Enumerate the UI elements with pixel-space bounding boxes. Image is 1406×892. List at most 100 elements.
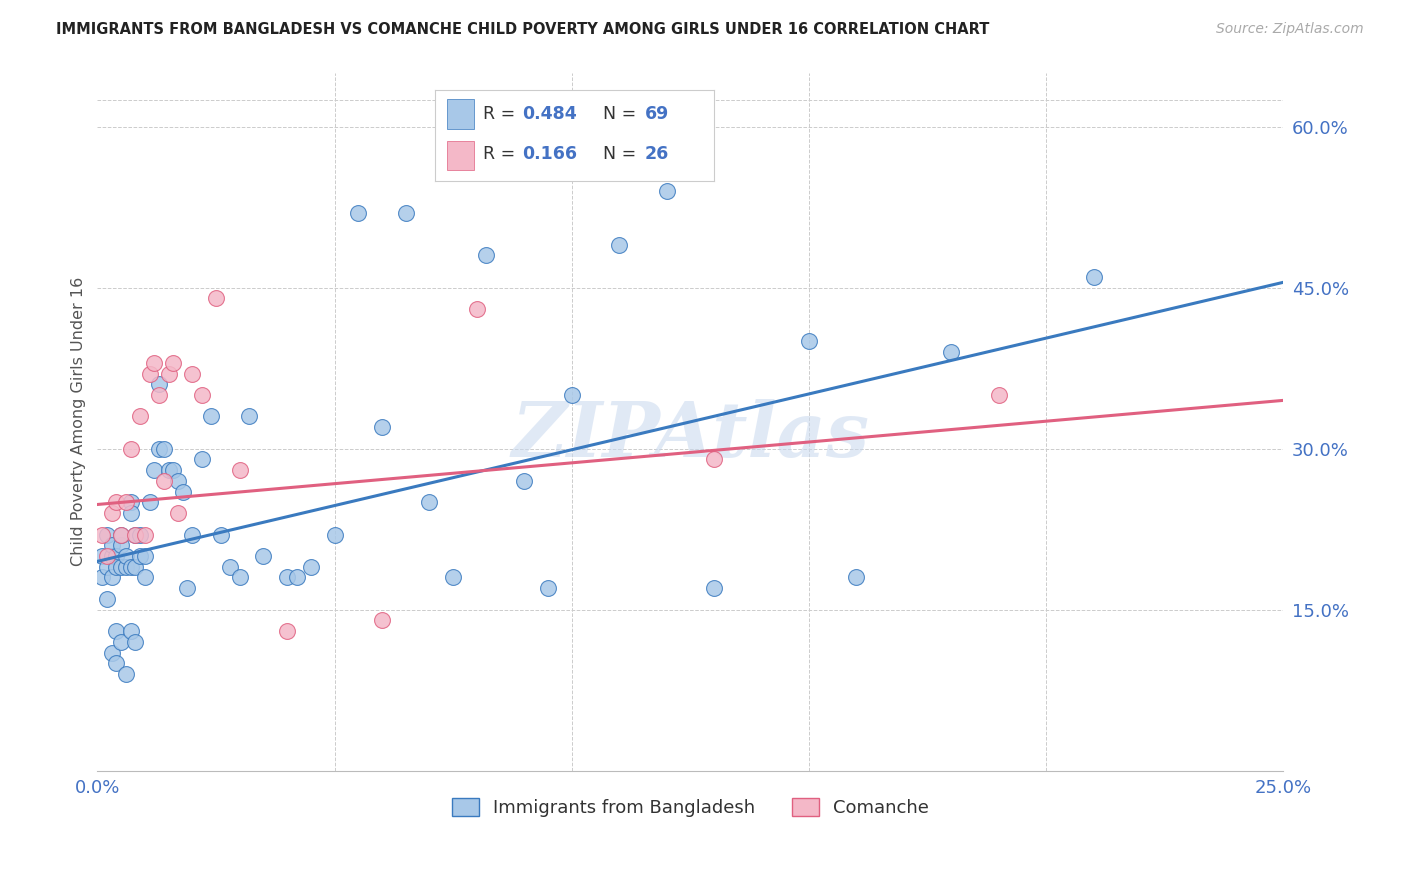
Point	[110, 635, 132, 649]
Point	[143, 356, 166, 370]
Point	[152, 474, 174, 488]
Point	[176, 581, 198, 595]
Point	[124, 635, 146, 649]
Point	[371, 614, 394, 628]
Point	[441, 570, 464, 584]
Y-axis label: Child Poverty Among Girls Under 16: Child Poverty Among Girls Under 16	[72, 277, 86, 566]
Point	[96, 527, 118, 541]
Point	[152, 442, 174, 456]
Point	[100, 646, 122, 660]
Point	[120, 495, 142, 509]
Point	[110, 527, 132, 541]
Point	[205, 292, 228, 306]
Point	[172, 484, 194, 499]
Point	[219, 559, 242, 574]
Point	[120, 559, 142, 574]
Point	[134, 570, 156, 584]
Point	[1083, 269, 1105, 284]
Point	[114, 549, 136, 563]
Point	[418, 495, 440, 509]
Point	[100, 506, 122, 520]
Legend: Immigrants from Bangladesh, Comanche: Immigrants from Bangladesh, Comanche	[444, 790, 936, 824]
Point	[323, 527, 346, 541]
Point	[347, 205, 370, 219]
Point	[96, 591, 118, 606]
Point	[162, 356, 184, 370]
Point	[143, 463, 166, 477]
Point	[100, 549, 122, 563]
Point	[181, 527, 204, 541]
Point	[157, 463, 180, 477]
Text: Source: ZipAtlas.com: Source: ZipAtlas.com	[1216, 22, 1364, 37]
Point	[124, 527, 146, 541]
Point	[537, 581, 560, 595]
Point	[148, 442, 170, 456]
Point	[114, 495, 136, 509]
Point	[105, 624, 128, 639]
Point	[96, 549, 118, 563]
Point	[110, 538, 132, 552]
Point	[91, 527, 114, 541]
Point	[148, 388, 170, 402]
Point	[114, 559, 136, 574]
Point	[134, 527, 156, 541]
Point	[703, 581, 725, 595]
Point	[124, 527, 146, 541]
Point	[371, 420, 394, 434]
Point	[252, 549, 274, 563]
Point	[475, 248, 498, 262]
Point	[120, 624, 142, 639]
Point	[157, 367, 180, 381]
Point	[228, 463, 250, 477]
Point	[190, 388, 212, 402]
Point	[797, 334, 820, 349]
Point	[129, 527, 152, 541]
Point	[114, 667, 136, 681]
Text: ZIPAtlas: ZIPAtlas	[512, 399, 869, 473]
Point	[238, 409, 260, 424]
Point	[987, 388, 1010, 402]
Point	[105, 495, 128, 509]
Point	[148, 377, 170, 392]
Point	[561, 388, 583, 402]
Point	[465, 302, 488, 317]
Point	[100, 538, 122, 552]
Point	[129, 549, 152, 563]
Point	[845, 570, 868, 584]
Point	[513, 474, 536, 488]
Point	[200, 409, 222, 424]
Point	[941, 345, 963, 359]
Text: IMMIGRANTS FROM BANGLADESH VS COMANCHE CHILD POVERTY AMONG GIRLS UNDER 16 CORREL: IMMIGRANTS FROM BANGLADESH VS COMANCHE C…	[56, 22, 990, 37]
Point	[607, 237, 630, 252]
Point	[190, 452, 212, 467]
Point	[299, 559, 322, 574]
Point	[703, 452, 725, 467]
Point	[120, 442, 142, 456]
Point	[167, 474, 190, 488]
Point	[124, 559, 146, 574]
Point	[276, 570, 298, 584]
Point	[91, 549, 114, 563]
Point	[110, 527, 132, 541]
Point	[138, 495, 160, 509]
Point	[167, 506, 190, 520]
Point	[105, 559, 128, 574]
Point	[162, 463, 184, 477]
Point	[138, 367, 160, 381]
Point	[110, 559, 132, 574]
Point	[228, 570, 250, 584]
Point	[285, 570, 308, 584]
Point	[134, 549, 156, 563]
Point	[181, 367, 204, 381]
Point	[276, 624, 298, 639]
Point	[105, 657, 128, 671]
Point	[129, 409, 152, 424]
Point	[395, 205, 418, 219]
Point	[209, 527, 232, 541]
Point	[655, 184, 678, 198]
Point	[96, 559, 118, 574]
Point	[100, 570, 122, 584]
Point	[120, 506, 142, 520]
Point	[91, 570, 114, 584]
Point	[105, 549, 128, 563]
